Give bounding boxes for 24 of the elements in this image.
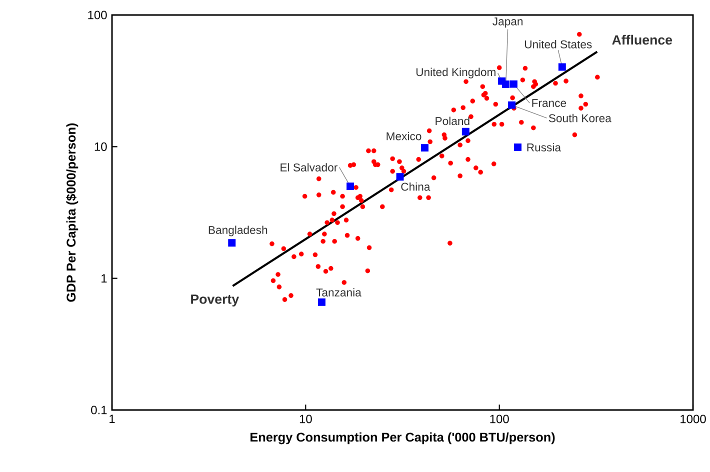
y-axis-title: GDP Per Capita ($000/person) <box>66 123 78 302</box>
annotation: Bangladesh <box>208 226 268 236</box>
annotation: United States <box>524 40 592 48</box>
annotation: Mexico <box>386 132 422 140</box>
annotation: Affluence <box>612 34 672 45</box>
y-tick-label: 100 <box>88 10 107 20</box>
annotation: Russia <box>527 143 561 152</box>
x-tick-label: 100 <box>490 414 509 424</box>
annotation: United Kingdom <box>416 68 496 78</box>
y-tick-label: 1 <box>102 274 107 282</box>
annotation: France <box>532 99 566 107</box>
annotation: Poverty <box>191 294 240 307</box>
annotation: El Salvador <box>280 163 338 172</box>
annotation: Japan <box>492 17 523 28</box>
x-tick-label: 1 <box>110 414 115 423</box>
x-tick-label: 1000 <box>680 414 706 424</box>
y-tick-label: 10 <box>94 142 107 151</box>
annotation: China <box>401 182 430 191</box>
annotation: South Korea <box>548 114 612 122</box>
annotation: Poland <box>436 116 470 126</box>
x-tick-label: 10 <box>300 414 312 424</box>
y-tick-label: 0.1 <box>91 406 107 414</box>
annotation: Tanzania <box>316 288 362 296</box>
x-axis-title: Energy Consumption Per Capita ('000 BTU/person) <box>250 432 555 444</box>
